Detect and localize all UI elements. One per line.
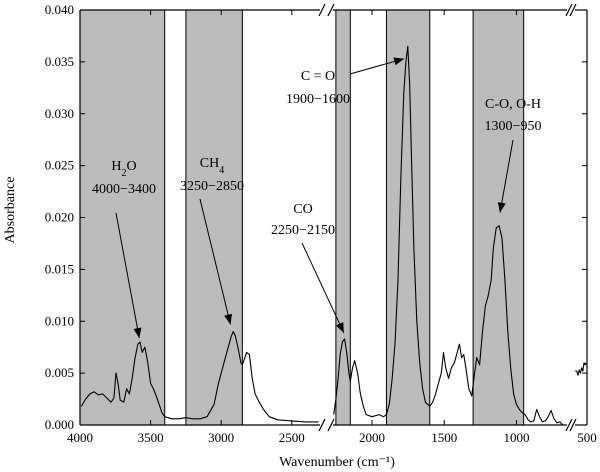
break-mark-2-1a [565,3,573,17]
y-tick-label-5: 0.025 [45,158,74,173]
carbonyl-arrow-head [393,57,405,66]
co-oh-arrow-head [497,202,506,213]
h2o-arrow-head [133,327,142,339]
break-mark-2-1b [569,3,577,17]
spectrum-line-seg-2 [333,45,564,426]
axes-layer: 0.000 0.005 0.010 0.015 0.020 0.025 0.030 0.035… [45,2,597,445]
co-oh-label: C-O, O-H [485,97,541,112]
x-axis-title: Wavenumber (cm⁻¹) [279,455,395,470]
co-range-label: 2250−2150 [271,223,335,238]
x-tick-label-0: 4000 [67,430,93,445]
ch4-arrow-shaft [199,198,231,325]
co-oh-range-label: 1300−950 [485,119,542,134]
y-tick-label-7: 0.035 [45,54,74,69]
x-tick-label-5: 1500 [431,430,457,445]
x-tick-label-7: 500 [577,430,597,445]
y-tick-label-2: 0.010 [45,313,74,328]
carbonyl-label: C = O [301,69,335,84]
x-tick-label-2: 3000 [208,430,234,445]
x-tick-label-3: 2500 [279,430,305,445]
ch4-arrow-head [224,313,232,325]
break-mark-1-2a [318,418,326,432]
h2o-label: H2O [111,159,136,179]
co-oh-arrow-shaft [499,139,514,213]
break-mark-1-1b [327,3,335,17]
co-arrow-head [335,322,344,333]
spectrum-line-seg-3 [575,362,587,376]
y-tick-label-6: 0.030 [45,106,74,121]
x-tick-label-4: 2000 [359,430,385,445]
y-tick-label-1: 0.005 [45,365,74,380]
y-tick-label-0: 0.000 [45,417,74,432]
break-mark-1-2b [327,418,335,432]
break-mark-2-2b [569,418,577,432]
series-layer [80,45,587,426]
spectrum-line-seg-1 [80,331,319,423]
carbonyl-range-label: 1900−1600 [286,92,350,107]
ch4-range-label: 3250−2850 [180,179,244,194]
y-tick-label-4: 0.020 [45,210,74,225]
co-arrow-shaft [301,242,345,334]
annotation-layer: H2O 4000−3400 CH4 3250−2850 CO 2250−2150 C = O… [92,57,542,339]
band-1 [80,10,165,425]
x-tick-label-6: 1000 [503,430,529,445]
break-mark-1-1a [318,3,326,17]
break-mark-2-2a [565,418,573,432]
band-3 [335,10,351,425]
co-label: CO [293,202,312,217]
y-axis-title: Absorbance [3,177,18,244]
band-5 [473,10,524,425]
x-tick-label-1: 3500 [138,430,164,445]
y-tick-label-3: 0.015 [45,261,74,276]
y-tick-label-8: 0.040 [45,2,74,17]
ch4-label: CH4 [200,156,224,176]
band-layer [79,10,525,425]
band-2 [185,10,243,425]
h2o-arrow-shaft [115,212,140,339]
h2o-range-label: 4000−3400 [92,182,156,197]
